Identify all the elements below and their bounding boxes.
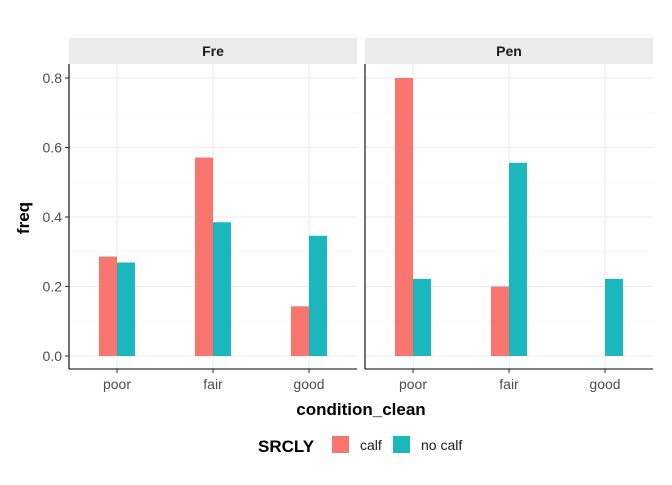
facet-strip bbox=[69, 38, 357, 64]
y-tick-label: 0.4 bbox=[43, 209, 63, 225]
facet-label-pen: Pen bbox=[496, 43, 522, 59]
y-tick-label: 0.6 bbox=[43, 140, 63, 156]
facet-strip bbox=[365, 38, 653, 64]
bar-pen-good-no-calf bbox=[605, 278, 623, 356]
x-tick-label-good: good bbox=[293, 376, 324, 392]
x-tick-label-fair: fair bbox=[499, 376, 519, 392]
legend-key-calf bbox=[332, 436, 349, 453]
y-axis-title: freq bbox=[14, 202, 33, 234]
legend-label-no-calf: no calf bbox=[421, 437, 462, 453]
bar-fre-poor-calf bbox=[99, 256, 117, 356]
bar-pen-poor-calf bbox=[395, 78, 413, 356]
facet-label-fre: Fre bbox=[202, 43, 224, 59]
bar-fre-good-calf bbox=[291, 306, 309, 356]
y-axis: 0.0 0.2 0.4 0.6 0.8 bbox=[43, 70, 69, 364]
y-tick-label: 0.0 bbox=[43, 348, 63, 364]
x-tick-label-fair: fair bbox=[203, 376, 223, 392]
x-tick-label-poor: poor bbox=[103, 376, 131, 392]
legend-title: SRCLY bbox=[258, 437, 315, 456]
bar-pen-fair-calf bbox=[491, 286, 509, 356]
bar-pen-poor-no-calf bbox=[413, 278, 431, 356]
bar-fre-fair-no-calf bbox=[213, 222, 231, 356]
legend: SRCLY calf no calf bbox=[258, 436, 462, 456]
x-tick-label-poor: poor bbox=[399, 376, 427, 392]
x-tick-label-good: good bbox=[589, 376, 620, 392]
x-axis-title: condition_clean bbox=[296, 400, 425, 419]
bar-fre-good-no-calf bbox=[309, 235, 327, 356]
panel-fre: Fre bbox=[68, 38, 357, 370]
x-axis: poor fair good poor fair good bbox=[103, 369, 621, 392]
bar-fre-poor-no-calf bbox=[117, 262, 135, 356]
bar-pen-fair-no-calf bbox=[509, 162, 527, 356]
legend-label-calf: calf bbox=[360, 437, 382, 453]
legend-key-no-calf bbox=[393, 436, 410, 453]
y-tick-label: 0.8 bbox=[43, 70, 63, 86]
y-tick-label: 0.2 bbox=[43, 279, 63, 295]
bar-fre-fair-calf bbox=[195, 157, 213, 356]
panel-pen: Pen bbox=[364, 38, 653, 370]
